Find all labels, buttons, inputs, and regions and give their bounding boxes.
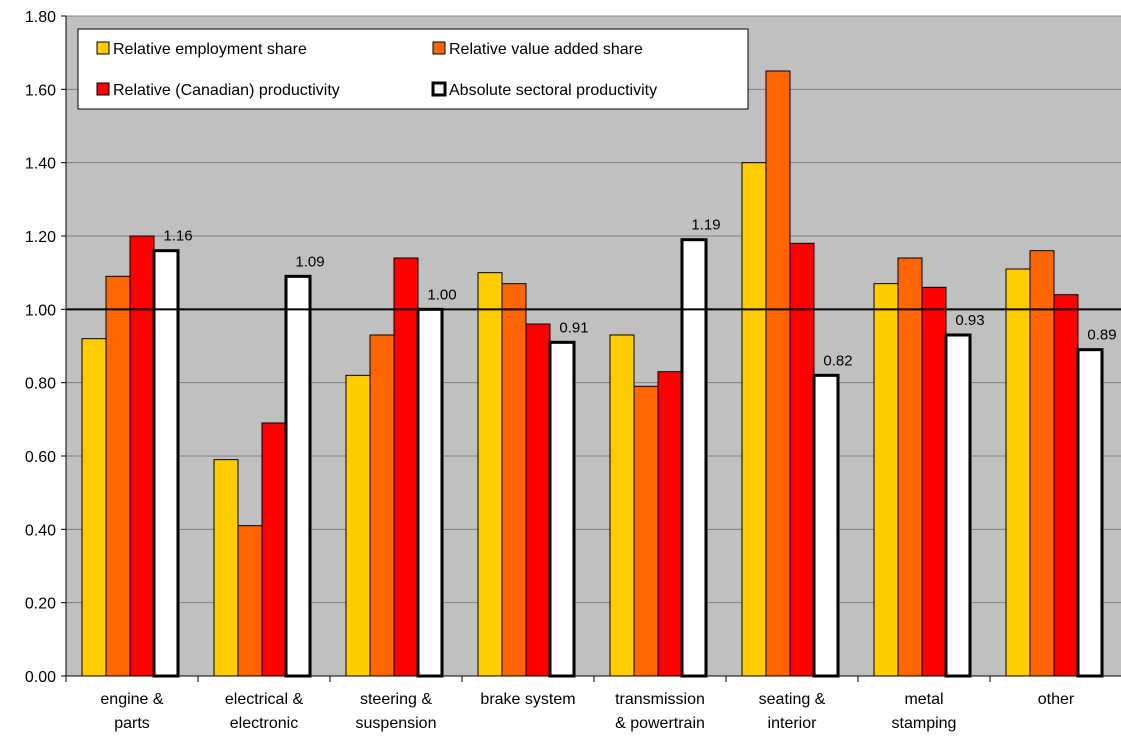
bar [741,162,767,677]
legend: Relative employment share Relative value … [77,28,749,110]
legend-swatch [431,81,447,97]
bar [1029,250,1055,677]
bar [105,275,131,677]
legend-swatch [96,82,110,96]
bar [548,340,576,678]
bar [657,371,683,677]
y-tick-label: 0.60 [25,449,56,466]
data-label: 0.91 [559,319,588,336]
legend-label: Relative (Canadian) productivity [113,82,340,99]
bar [1005,268,1031,677]
x-category-label: & powertrain [615,715,705,732]
x-category-label: stamping [892,715,957,732]
bar [680,238,708,678]
x-category-label: suspension [356,715,437,732]
y-axis: 0.00 0.20 0.40 0.60 0.80 1.00 1.20 1.40 1.60 1.80 [25,9,67,686]
data-label: 1.19 [691,217,720,234]
bar [416,307,444,678]
bar [944,333,972,678]
y-tick-label: 0.40 [25,522,56,539]
data-label: 0.93 [955,312,984,329]
legend-label: Absolute sectoral productivity [449,82,657,99]
bar [897,257,923,677]
x-category-label: transmission [615,691,705,708]
y-tick-label: 0.00 [25,669,56,686]
legend-box [77,28,749,110]
bar [789,242,815,677]
legend-swatch [96,41,110,55]
bar [1076,348,1104,678]
x-category-label: other [1038,691,1075,708]
bar [812,373,840,678]
bar [345,374,371,677]
y-tick-label: 1.40 [25,156,56,173]
bar [261,422,287,677]
y-tick-label: 1.00 [25,302,56,319]
x-category-label: seating & [759,691,826,708]
x-category-label: parts [114,715,150,732]
data-label: 1.00 [427,286,456,303]
data-label: 0.82 [823,352,852,369]
bar [501,283,527,677]
bar [393,257,419,677]
bar [369,334,395,677]
legend-label: Relative value added share [449,41,643,58]
bar [477,272,503,677]
y-tick-label: 1.20 [25,229,56,246]
data-label: 1.09 [295,253,324,270]
data-label: 0.89 [1087,327,1116,344]
bar [609,334,635,677]
data-labels: 1.16 1.09 1.00 0.91 1.19 0.82 0.93 0.89 [163,217,1116,370]
x-category-label: metal [904,691,943,708]
x-category-label: engine & [100,691,163,708]
x-category-label: electronic [230,715,298,732]
x-category-label: steering & [360,691,432,708]
bar [1053,294,1079,677]
bar [633,385,659,677]
x-axis: engine & parts electrical & electronic steer… [65,675,1121,732]
x-category-label: interior [768,715,818,732]
bar [873,283,899,677]
legend-label: Relative employment share [113,41,307,58]
y-tick-label: 0.20 [25,596,56,613]
bar [765,70,791,677]
x-category-label: brake system [480,691,575,708]
data-label: 1.16 [163,228,192,245]
bar [525,323,551,677]
y-tick-label: 1.80 [25,9,56,26]
bar [129,235,155,677]
y-tick-label: 0.80 [25,376,56,393]
bar [284,274,312,678]
bar [152,249,180,678]
bar [921,286,947,677]
x-category-label: electrical & [225,691,304,708]
bar [213,459,239,677]
legend-swatch [432,41,446,55]
y-tick-label: 1.60 [25,82,56,99]
bar [237,525,263,677]
bar [81,338,107,677]
